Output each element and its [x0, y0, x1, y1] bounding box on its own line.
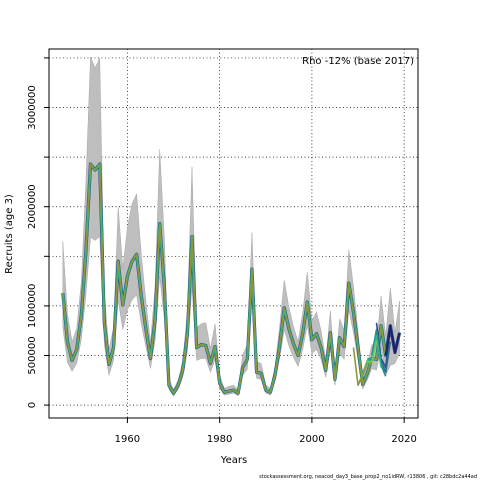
series-line-base-layer-3	[62, 163, 401, 394]
x-tick-label-3: 2020	[391, 434, 416, 445]
x-axis-title: Years	[220, 455, 247, 466]
y-axis-title: Recruits (age 3)	[4, 194, 15, 274]
x-tick-label-1: 1980	[207, 434, 232, 445]
x-tick-label-2: 2000	[299, 434, 324, 445]
annotation-rho: Rho -12% (base 2017)	[302, 56, 414, 67]
series-line-retro-6	[352, 347, 372, 387]
plot-frame	[48, 48, 419, 419]
x-axis: 1960 1980 2000 2020	[115, 418, 417, 445]
y-tick-label-2: 1000000	[27, 284, 38, 329]
series-line-retro-3	[367, 329, 387, 377]
footer-credit: stockassessment.org, neacod_day3_base_pr…	[259, 474, 477, 480]
y-tick-label-4: 2000000	[27, 184, 38, 229]
grid-lines	[49, 49, 418, 418]
y-tick-label-6: 3000000	[27, 85, 38, 130]
series-line-base-terminal	[384, 324, 401, 356]
confidence-band-area	[62, 56, 400, 397]
y-tick-label-0: 0	[27, 402, 38, 408]
y-axis: 0 500000 1000000 2000000 3000000	[27, 57, 49, 408]
series-lines	[61, 162, 402, 395]
confidence-band	[62, 56, 400, 397]
y-tick-label-1: 500000	[27, 336, 38, 374]
x-tick-label-0: 1960	[115, 434, 140, 445]
